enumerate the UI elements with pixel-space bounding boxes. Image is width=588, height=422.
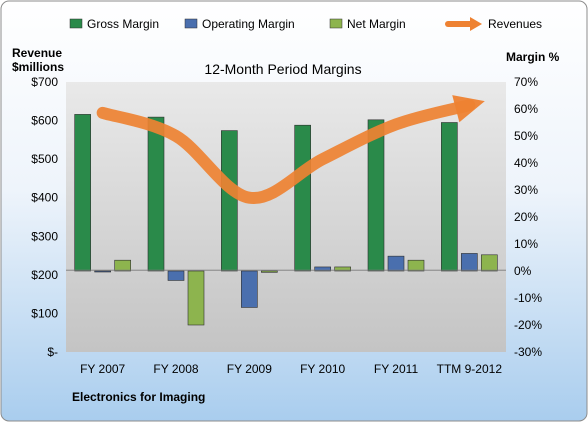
left-tick-label: $- [47,345,58,359]
legend-swatch [184,18,198,29]
left-tick-label: $600 [31,114,58,128]
category-labels: FY 2007 FY 2008 FY 2009 FY 2010 FY 2011 TTM 9… [80,362,502,376]
gross-margin-bar [367,119,385,272]
operating-margin-bar [387,255,405,272]
legend-swatch [69,18,83,29]
gross-margin-bar [221,130,238,272]
revenue-line [96,99,476,204]
operating-margin-bar [314,266,331,272]
left-tick-label: $100 [31,306,58,320]
operating-margin-bar [94,270,111,273]
net-margin-bar [114,259,131,272]
left-tick-label: $700 [31,75,58,89]
legend: Gross Margin Operating Margin Net Margin Re… [69,17,542,31]
revenue-series [96,95,485,204]
left-axis-ticks: $700 $600 $500 $400 $300 $200 $100 $- [31,75,58,359]
legend-arrowhead [470,17,482,31]
right-tick-label: 20% [514,210,538,224]
category-label: TTM 9-2012 [437,362,503,376]
operating-margin-bar [241,270,258,308]
gross-margin-bar [147,116,165,272]
legend-label: Operating Margin [202,17,295,31]
legend-label: Gross Margin [87,17,159,31]
right-tick-label: 60% [514,102,538,116]
net-margin-bar [481,254,498,272]
right-tick-label: 0% [514,264,532,278]
right-tick-label: 10% [514,237,538,251]
right-tick-label: -20% [514,318,542,332]
right-tick-label: 50% [514,129,538,143]
category-label: FY 2011 [374,362,419,376]
chart-title: 12-Month Period Margins [204,61,361,77]
revenue-arrowhead [452,95,485,123]
net-margin-bar [334,266,351,272]
legend-label: Revenues [488,17,542,31]
net-margin-bar [261,270,278,273]
right-tick-label: -10% [514,291,542,305]
operating-margin-bar [167,270,185,281]
left-tick-label: $500 [31,152,58,166]
right-tick-label: 70% [514,75,538,89]
left-tick-label: $200 [31,268,58,282]
left-axis-title-line1: Revenue [12,46,62,60]
left-tick-label: $300 [31,229,58,243]
right-axis-ticks: 70% 60% 50% 40% 30% 20% 10% 0% -10% -20% -30% [514,75,542,359]
right-tick-label: -30% [514,345,542,359]
bars [74,114,498,326]
operating-margin-bar [461,253,478,272]
legend-swatch [329,18,343,29]
right-tick-label: 30% [514,183,538,197]
category-label: FY 2008 [153,362,198,376]
gross-margin-bar [441,122,458,272]
gross-margin-bar [74,114,91,272]
right-axis-title: Margin % [506,50,560,64]
category-label: FY 2009 [227,362,272,376]
company-label: Electronics for Imaging [72,390,205,404]
net-margin-bar [187,270,205,326]
legend-label: Net Margin [347,17,406,31]
net-margin-bar [407,259,425,272]
category-label: FY 2010 [300,362,345,376]
right-tick-label: 40% [514,156,538,170]
left-axis-title-line2: $millions [12,60,64,74]
category-label: FY 2007 [80,362,125,376]
gross-margin-bar [294,124,311,272]
left-tick-label: $400 [31,191,58,205]
